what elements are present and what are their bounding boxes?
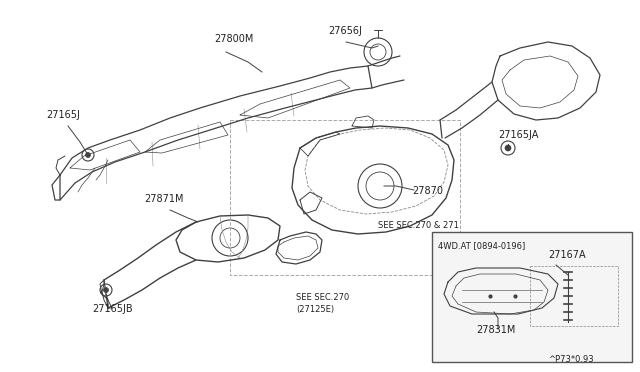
Bar — [432, 232, 632, 362]
Circle shape — [86, 153, 90, 157]
Bar — [530, 266, 618, 326]
Text: 27165JA: 27165JA — [498, 130, 538, 140]
Text: 27831M: 27831M — [476, 325, 515, 335]
Text: SEE SEC.270 & 271: SEE SEC.270 & 271 — [378, 221, 459, 230]
Bar — [230, 120, 460, 275]
Text: 27656J: 27656J — [328, 26, 362, 36]
Text: (27125E): (27125E) — [296, 305, 334, 314]
Text: 27165JB: 27165JB — [92, 304, 132, 314]
Circle shape — [104, 288, 109, 292]
Circle shape — [505, 145, 511, 151]
Text: 27167A: 27167A — [548, 250, 586, 260]
Text: 27800M: 27800M — [214, 34, 253, 44]
Text: SEE SEC.270: SEE SEC.270 — [296, 293, 349, 302]
Text: 27165J: 27165J — [46, 110, 80, 120]
Text: ^P73*0.93: ^P73*0.93 — [548, 355, 594, 364]
Text: 27871M: 27871M — [144, 194, 184, 204]
Text: 4WD.AT [0894-0196]: 4WD.AT [0894-0196] — [438, 241, 525, 250]
Text: 27870: 27870 — [412, 186, 443, 196]
